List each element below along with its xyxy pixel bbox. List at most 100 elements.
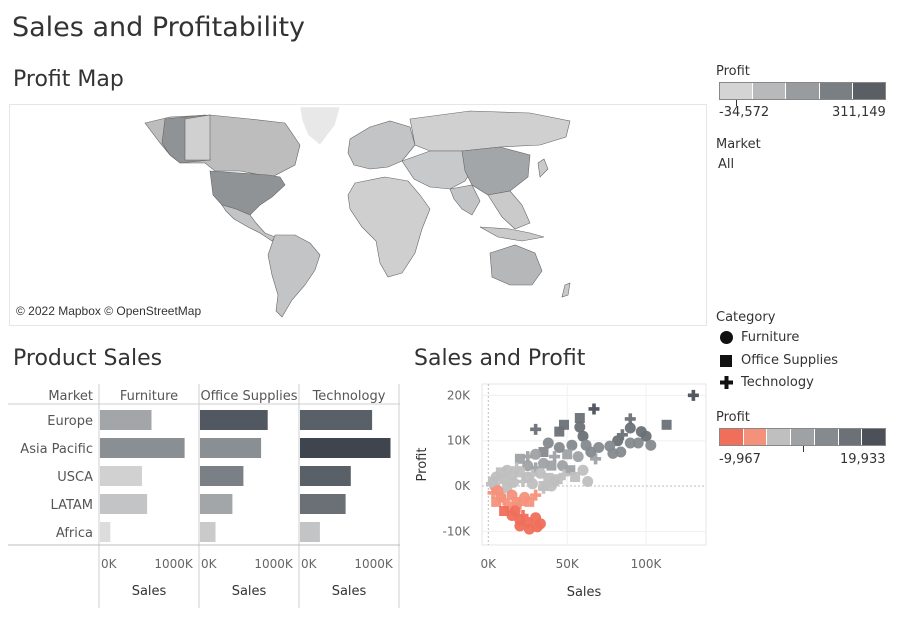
scatter-point-furniture[interactable] bbox=[545, 480, 557, 492]
category-label: Office Supplies bbox=[741, 353, 839, 368]
category-legend-technology[interactable]: Technology bbox=[720, 375, 814, 390]
scatter-point-technology[interactable] bbox=[624, 413, 636, 425]
scatter-point-furniture[interactable] bbox=[542, 437, 554, 449]
scatter-point-office-supplies[interactable] bbox=[524, 496, 535, 507]
scatter-point-office-supplies[interactable] bbox=[565, 465, 576, 476]
profit-map-swatch bbox=[752, 83, 786, 99]
scatter-point-technology[interactable] bbox=[526, 469, 538, 481]
scatter-point-office-supplies[interactable] bbox=[499, 474, 510, 485]
scatter-point-office-supplies[interactable] bbox=[491, 496, 502, 507]
bar[interactable] bbox=[100, 494, 148, 514]
category-legend-office-supplies[interactable]: Office Supplies bbox=[720, 353, 838, 368]
row-label: Africa bbox=[56, 526, 93, 541]
scatter-point-office-supplies[interactable] bbox=[502, 483, 513, 494]
scatter-point-technology[interactable] bbox=[514, 498, 526, 510]
bar[interactable] bbox=[200, 410, 268, 430]
scatter-point-furniture[interactable] bbox=[612, 435, 624, 447]
scatter-point-office-supplies[interactable] bbox=[546, 460, 557, 471]
scatter-point-furniture[interactable] bbox=[577, 464, 589, 476]
scatter-point-furniture[interactable] bbox=[514, 520, 526, 532]
scatter-point-furniture[interactable] bbox=[582, 476, 594, 487]
bar[interactable] bbox=[100, 522, 111, 542]
scatter-point-office-supplies[interactable] bbox=[538, 447, 549, 457]
scatter-point-office-supplies[interactable] bbox=[514, 453, 525, 464]
profit-map-color-ramp[interactable] bbox=[719, 82, 886, 100]
bar[interactable] bbox=[300, 522, 320, 542]
scatter-point-technology[interactable] bbox=[517, 510, 529, 522]
scatter-point-office-supplies[interactable] bbox=[661, 419, 672, 430]
category-legend-furniture[interactable]: Furniture bbox=[720, 330, 799, 345]
profit-map-swatch bbox=[785, 83, 819, 99]
scatter-point-technology[interactable] bbox=[549, 451, 561, 463]
scatter-point-technology[interactable] bbox=[517, 476, 529, 488]
scatter-point-office-supplies[interactable] bbox=[495, 467, 506, 478]
scatter-point-office-supplies[interactable] bbox=[574, 413, 585, 423]
profit-scatter-swatch bbox=[861, 429, 886, 445]
scatter-point-furniture[interactable] bbox=[553, 442, 565, 453]
profit-scatter-color-ramp[interactable] bbox=[719, 428, 886, 446]
scatter-point-office-supplies[interactable] bbox=[562, 449, 573, 460]
profit-map-swatch bbox=[851, 83, 886, 99]
scatter-point-technology[interactable] bbox=[687, 389, 699, 401]
bar[interactable] bbox=[200, 438, 262, 458]
scatter-point-furniture[interactable] bbox=[534, 518, 546, 530]
product-sales-chart[interactable]: Market Furniture 0K 1000K Sales Office Suppli… bbox=[0, 380, 405, 612]
scatter-point-technology[interactable] bbox=[590, 453, 602, 465]
scatter-point-furniture[interactable] bbox=[624, 437, 636, 449]
scatter-point-furniture[interactable] bbox=[624, 422, 636, 434]
bar[interactable] bbox=[100, 466, 142, 486]
profit-map-legend-title: Profit bbox=[716, 64, 750, 79]
row-header-label: Market bbox=[48, 389, 93, 404]
scatter-point-office-supplies[interactable] bbox=[559, 419, 569, 430]
scatter-point-technology[interactable] bbox=[616, 429, 628, 441]
x-tick-label: 0K bbox=[481, 557, 498, 571]
scatter-point-technology[interactable] bbox=[522, 451, 534, 463]
bar[interactable] bbox=[200, 522, 216, 542]
map-credit[interactable]: © 2022 Mapbox © OpenStreetMap bbox=[14, 304, 204, 318]
bar[interactable] bbox=[300, 494, 346, 514]
scatter-point-technology[interactable] bbox=[530, 489, 542, 501]
scatter-point-furniture[interactable] bbox=[574, 421, 586, 433]
profit-map-swatch bbox=[720, 83, 753, 99]
sales-profit-chart[interactable]: 20K 10K 0K -10K 0K 50K 100K Sales Profit bbox=[410, 380, 710, 612]
scatter-point-office-supplies[interactable] bbox=[543, 472, 554, 483]
scatter-point-office-supplies[interactable] bbox=[499, 506, 510, 516]
scatter-point-furniture[interactable] bbox=[577, 430, 589, 442]
scatter-point-furniture[interactable] bbox=[645, 439, 657, 451]
circle-icon bbox=[720, 331, 733, 344]
scatter-point-office-supplies[interactable] bbox=[514, 467, 525, 478]
scatter-point-technology[interactable] bbox=[487, 487, 499, 499]
scatter-point-office-supplies[interactable] bbox=[570, 472, 581, 482]
scatter-point-technology[interactable] bbox=[498, 494, 510, 506]
bar[interactable] bbox=[100, 410, 152, 430]
bar[interactable] bbox=[300, 410, 373, 430]
scatter-point-furniture[interactable] bbox=[557, 460, 568, 472]
bar[interactable] bbox=[300, 438, 391, 458]
scatter-point-technology[interactable] bbox=[588, 403, 600, 415]
scatter-point-furniture[interactable] bbox=[572, 451, 584, 463]
bar[interactable] bbox=[300, 466, 351, 486]
bar[interactable] bbox=[100, 438, 185, 458]
market-filter-value[interactable]: All bbox=[718, 157, 735, 172]
profit-map[interactable] bbox=[9, 104, 707, 326]
scatter-point-furniture[interactable] bbox=[566, 439, 578, 451]
bar[interactable] bbox=[200, 466, 244, 486]
panel-header: Furniture bbox=[120, 389, 178, 404]
panel-header: Office Supplies bbox=[200, 389, 297, 404]
scatter-point-technology[interactable] bbox=[530, 462, 542, 474]
x-tick-label: 0K bbox=[201, 557, 218, 571]
scatter-point-furniture[interactable] bbox=[632, 437, 644, 449]
scatter-point-furniture[interactable] bbox=[593, 442, 605, 453]
scatter-point-office-supplies[interactable] bbox=[511, 496, 522, 507]
bar[interactable] bbox=[200, 494, 233, 514]
scatter-point-technology[interactable] bbox=[538, 482, 550, 494]
scatter-point-furniture[interactable] bbox=[534, 467, 546, 479]
scatter-point-furniture[interactable] bbox=[527, 478, 538, 490]
y-tick-label: 0K bbox=[454, 479, 471, 493]
scatter-point-technology[interactable] bbox=[558, 469, 570, 481]
scatter-point-furniture[interactable] bbox=[522, 460, 534, 472]
scatter-point-technology[interactable] bbox=[530, 423, 542, 435]
scatter-point-furniture[interactable] bbox=[640, 430, 652, 442]
scatter-point-office-supplies[interactable] bbox=[554, 426, 565, 437]
scatter-point-furniture[interactable] bbox=[607, 447, 619, 459]
